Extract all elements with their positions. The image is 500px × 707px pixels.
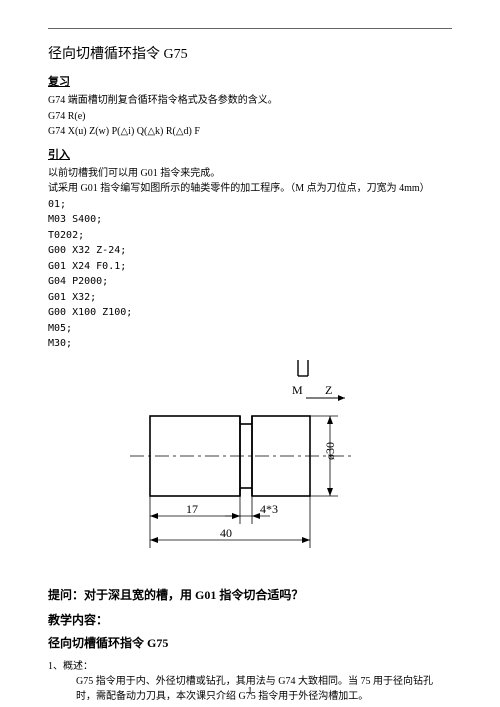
code-line: M05;: [48, 321, 452, 337]
dim-17: 17: [150, 496, 240, 524]
intro-line: 试采用 G01 指令编写如图所示的轴类零件的加工程序。（M 点为刀位点，刀宽为 …: [48, 181, 452, 197]
tool-icon: [298, 360, 308, 376]
overview-num: 1、概述：: [48, 657, 452, 672]
section-intro: 引入: [48, 146, 452, 162]
top-rule: [48, 28, 452, 29]
code-line: G00 X32 Z-24;: [48, 243, 452, 259]
code-line: M03 S400;: [48, 212, 452, 228]
teach-heading: 教学内容：: [48, 611, 452, 628]
review-line: G74 R(e): [48, 109, 452, 125]
intro-line: 以前切槽我们可以用 G01 指令来完成。: [48, 166, 452, 182]
code-line: M30;: [48, 336, 452, 352]
code-line: G01 X24 F0.1;: [48, 259, 452, 275]
section-review: 复习: [48, 73, 452, 89]
cmd-heading: 径向切槽循环指令 G75: [48, 634, 452, 651]
shaft-diagram: M Z ø30 17 4*3: [120, 356, 380, 576]
dim-4x3: 4*3: [225, 496, 278, 524]
dim-17-text: 17: [186, 502, 198, 516]
dim-40: 40: [150, 496, 310, 548]
nc-program: 01; M03 S400; T0202; G00 X32 Z-24; G01 X…: [48, 197, 452, 352]
z-arrow-icon: [338, 395, 345, 401]
label-z: Z: [325, 383, 332, 397]
code-line: G00 X100 Z100;: [48, 305, 452, 321]
page-title: 径向切槽循环指令 G75: [48, 43, 452, 63]
review-line: G74 端面槽切削复合循环指令格式及各参数的含义。: [48, 93, 452, 109]
question-text: 提问：对于深且宽的槽，用 G01 指令切合适吗？: [48, 586, 452, 603]
label-m: M: [292, 383, 303, 397]
dim-4x3-text: 4*3: [260, 502, 278, 516]
code-line: 01;: [48, 197, 452, 213]
code-line: G04 P2000;: [48, 274, 452, 290]
figure-wrap: M Z ø30 17 4*3: [48, 356, 452, 576]
code-line: T0202;: [48, 228, 452, 244]
review-line: G74 X(u) Z(w) P(△i) Q(△k) R(△d) F: [48, 124, 452, 140]
page-number: 1: [0, 686, 500, 697]
dim-40-text: 40: [220, 526, 232, 540]
code-line: G01 X32;: [48, 290, 452, 306]
dim-dia-text: ø30: [323, 442, 337, 460]
